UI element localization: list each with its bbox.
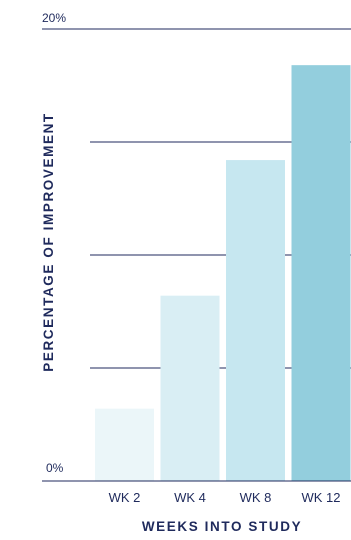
bars: [95, 65, 351, 481]
y-tick-label-top: 20%: [42, 11, 66, 25]
bar-wk-2: [95, 408, 154, 481]
x-tick-label: WK 2: [109, 490, 141, 505]
y-tick-label-bottom: 0%: [46, 461, 64, 475]
x-tick-label: WK 4: [174, 490, 206, 505]
x-tick-label: WK 12: [301, 490, 340, 505]
x-tick-labels: WK 2 WK 4 WK 8 WK 12: [109, 490, 341, 505]
y-axis-title: PERCENTAGE OF IMPROVEMENT: [41, 112, 56, 372]
x-tick-label: WK 8: [240, 490, 272, 505]
bar-wk-12: [291, 65, 351, 481]
x-axis-title: WEEKS INTO STUDY: [142, 519, 302, 534]
bar-wk-4: [160, 295, 220, 481]
bar-wk-8: [226, 160, 285, 481]
